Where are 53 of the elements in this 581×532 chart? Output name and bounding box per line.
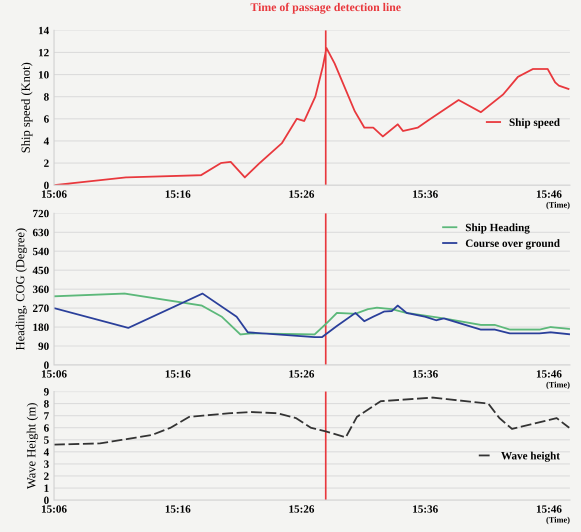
y-tick-label: 360 (32, 286, 49, 294)
y-tick-label: 4 (44, 137, 49, 145)
y-tick-label: 14 (38, 26, 49, 34)
y-tick-label: 2 (44, 472, 49, 480)
y-tick-label: 8 (44, 93, 49, 101)
x-tick-label: 15:06 (42, 190, 67, 198)
y-tick-label: 630 (32, 228, 49, 236)
y-axis-title: Heading, COG (Degree) (16, 228, 27, 350)
y-tick-label: 9 (44, 388, 49, 396)
x-tick-label: 15:16 (166, 370, 190, 378)
ref-line-label: Time of passage detection line (250, 2, 401, 14)
x-tick-label: 15:46 (536, 370, 562, 378)
y-tick-label: 5 (44, 436, 49, 444)
x-tick-label: 15:36 (413, 505, 438, 513)
y-tick-label: 12 (38, 48, 49, 56)
y-tick-label: 4 (44, 448, 49, 456)
y-tick-label: 2 (44, 160, 49, 167)
y-tick-label: 3 (44, 460, 49, 468)
legend-label: Course over ground (466, 239, 560, 250)
legend-label: Ship Heading (466, 223, 530, 234)
y-axis-title: Ship speed (Knot) (21, 62, 33, 152)
x-tick-label: 15:26 (289, 190, 314, 198)
y-tick-label: 90 (38, 342, 49, 350)
y-tick-label: 7 (44, 412, 49, 420)
x-tick-label: 15:26 (289, 370, 314, 378)
x-axis-title: (Time) (546, 202, 570, 210)
x-axis-title: (Time) (546, 516, 570, 524)
y-tick-label: 450 (32, 266, 49, 274)
x-tick-label: 15:46 (536, 505, 562, 513)
legend-label: Ship speed (510, 118, 560, 128)
y-tick-label: 720 (33, 210, 49, 218)
y-tick-label: 8 (44, 400, 49, 408)
y-tick-label: 0 (44, 182, 49, 190)
x-tick-label: 15:16 (166, 505, 190, 513)
x-tick-label: 15:06 (42, 370, 67, 378)
y-axis-title: Wave Height (m) (26, 403, 38, 490)
y-tick-label: 540 (32, 248, 49, 256)
y-tick-label: 0 (44, 361, 49, 369)
x-axis-title: (Time) (546, 382, 570, 390)
y-tick-label: 10 (38, 71, 49, 79)
x-tick-label: 15:26 (289, 505, 314, 513)
y-tick-label: 270 (32, 304, 49, 312)
y-tick-label: 6 (44, 115, 49, 123)
y-tick-label: 6 (44, 424, 49, 432)
x-tick-label: 15:46 (536, 190, 562, 198)
x-tick-label: 15:16 (166, 190, 190, 198)
x-tick-label: 15:36 (413, 190, 438, 198)
y-tick-label: 1 (44, 484, 49, 492)
legend-label: Wave height (501, 452, 560, 462)
x-tick-label: 15:36 (413, 370, 438, 378)
y-tick-label: 0 (44, 496, 49, 504)
x-tick-label: 15:06 (42, 505, 67, 513)
y-tick-label: 180 (33, 324, 49, 332)
